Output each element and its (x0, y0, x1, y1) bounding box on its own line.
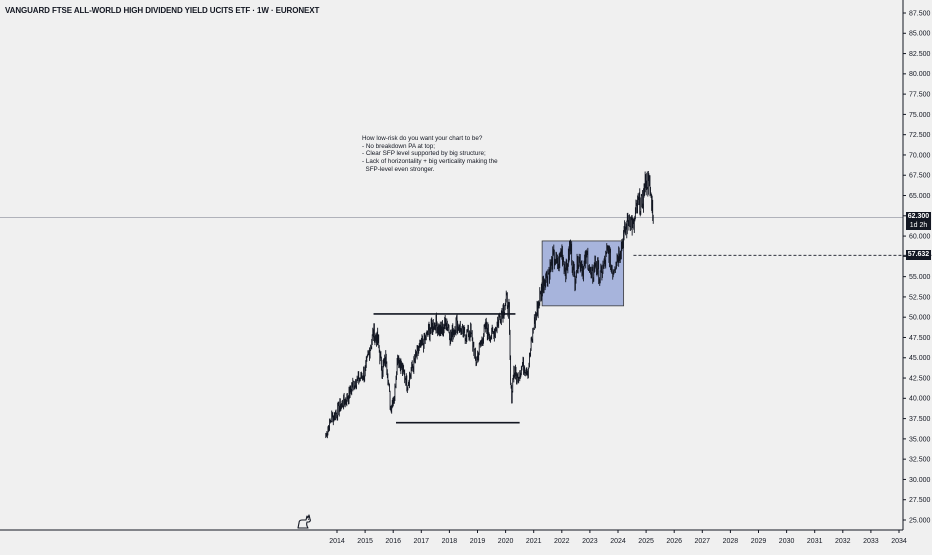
y-tick-label: 75.000 (909, 112, 931, 119)
x-axis-ticks: 2014 2015 2016 2017 2018 2019 2020 2021 2022 2023… (329, 530, 907, 545)
y-tick-label: 65.000 (909, 193, 931, 200)
x-tick-label: 2016 (385, 538, 401, 545)
x-tick-label: 2020 (498, 538, 514, 545)
y-tick-label: 35.000 (909, 436, 931, 443)
y-tick-label: 52.500 (909, 294, 931, 301)
y-tick-label: 77.500 (909, 92, 931, 99)
x-tick-label: 2032 (835, 538, 851, 545)
y-tick-label: 80.000 (909, 71, 931, 78)
annotation-line: - Clear SFP level supported by big struc… (362, 150, 486, 158)
x-tick-label: 2023 (582, 538, 598, 545)
chart-title: VANGUARD FTSE ALL-WORLD HIGH DIVIDEND YI… (5, 6, 320, 15)
x-tick-label: 2015 (357, 538, 373, 545)
annotation-line: - Lack of horizontality + big verticalit… (362, 158, 498, 166)
level-lines (0, 217, 932, 424)
y-tick-label: 50.000 (909, 315, 931, 322)
x-tick-label: 2026 (666, 538, 682, 545)
x-tick-label: 2014 (329, 538, 345, 545)
y-tick-label: 55.000 (909, 274, 931, 281)
x-tick-label: 2030 (779, 538, 795, 545)
y-tick-label: 37.500 (909, 416, 931, 423)
y-tick-label: 87.500 (909, 10, 931, 17)
price-series (325, 170, 654, 439)
annotation-line: - No breakdown PA at top; (362, 142, 436, 150)
x-tick-label: 2024 (610, 538, 626, 545)
x-tick-label: 2018 (442, 538, 458, 545)
y-tick-label: 27.500 (909, 497, 931, 504)
current-price-label: 62.300 (907, 213, 930, 221)
sfp-level-tag: 57.632 (906, 250, 931, 261)
y-tick-label: 70.000 (909, 152, 931, 159)
x-tick-label: 2034 (891, 538, 907, 545)
y-tick-label: 32.500 (909, 457, 931, 464)
axes (0, 0, 904, 531)
y-tick-label: 85.000 (909, 31, 931, 38)
y-tick-label: 47.500 (909, 335, 931, 342)
x-tick-label: 2028 (723, 538, 739, 545)
annotation-line: How low-risk do you want your chart to b… (362, 135, 483, 142)
y-tick-label: 40.000 (909, 396, 931, 403)
x-tick-label: 2027 (695, 538, 711, 545)
y-axis-ticks: 87.500 85.000 82.500 80.000 77.500 75.000 72.5… (903, 10, 931, 524)
y-tick-label: 72.500 (909, 132, 931, 139)
y-tick-label: 30.000 (909, 477, 931, 484)
y-tick-label: 25.000 (909, 517, 931, 524)
current-price-tag: 62.300 1d 2h (906, 212, 931, 231)
x-tick-label: 2033 (863, 538, 879, 545)
x-tick-label: 2021 (526, 538, 542, 545)
y-tick-label: 60.000 (909, 233, 931, 240)
x-tick-label: 2031 (807, 538, 823, 545)
annotation-line: SFP-level even stronger. (362, 165, 435, 173)
x-tick-label: 2022 (554, 538, 570, 545)
tradingview-logo-icon[interactable] (296, 512, 314, 535)
countdown-label: 1d 2h (909, 222, 928, 230)
x-tick-label: 2019 (470, 538, 486, 545)
x-tick-label: 2025 (638, 538, 654, 545)
x-tick-label: 2017 (414, 538, 430, 545)
y-tick-label: 42.500 (909, 375, 931, 382)
x-tick-label: 2029 (751, 538, 767, 545)
annotation-text[interactable]: How low-risk do you want your chart to b… (362, 135, 532, 174)
y-tick-label: 67.500 (909, 173, 931, 180)
y-tick-label: 82.500 (909, 51, 931, 58)
y-tick-label: 45.000 (909, 355, 931, 362)
